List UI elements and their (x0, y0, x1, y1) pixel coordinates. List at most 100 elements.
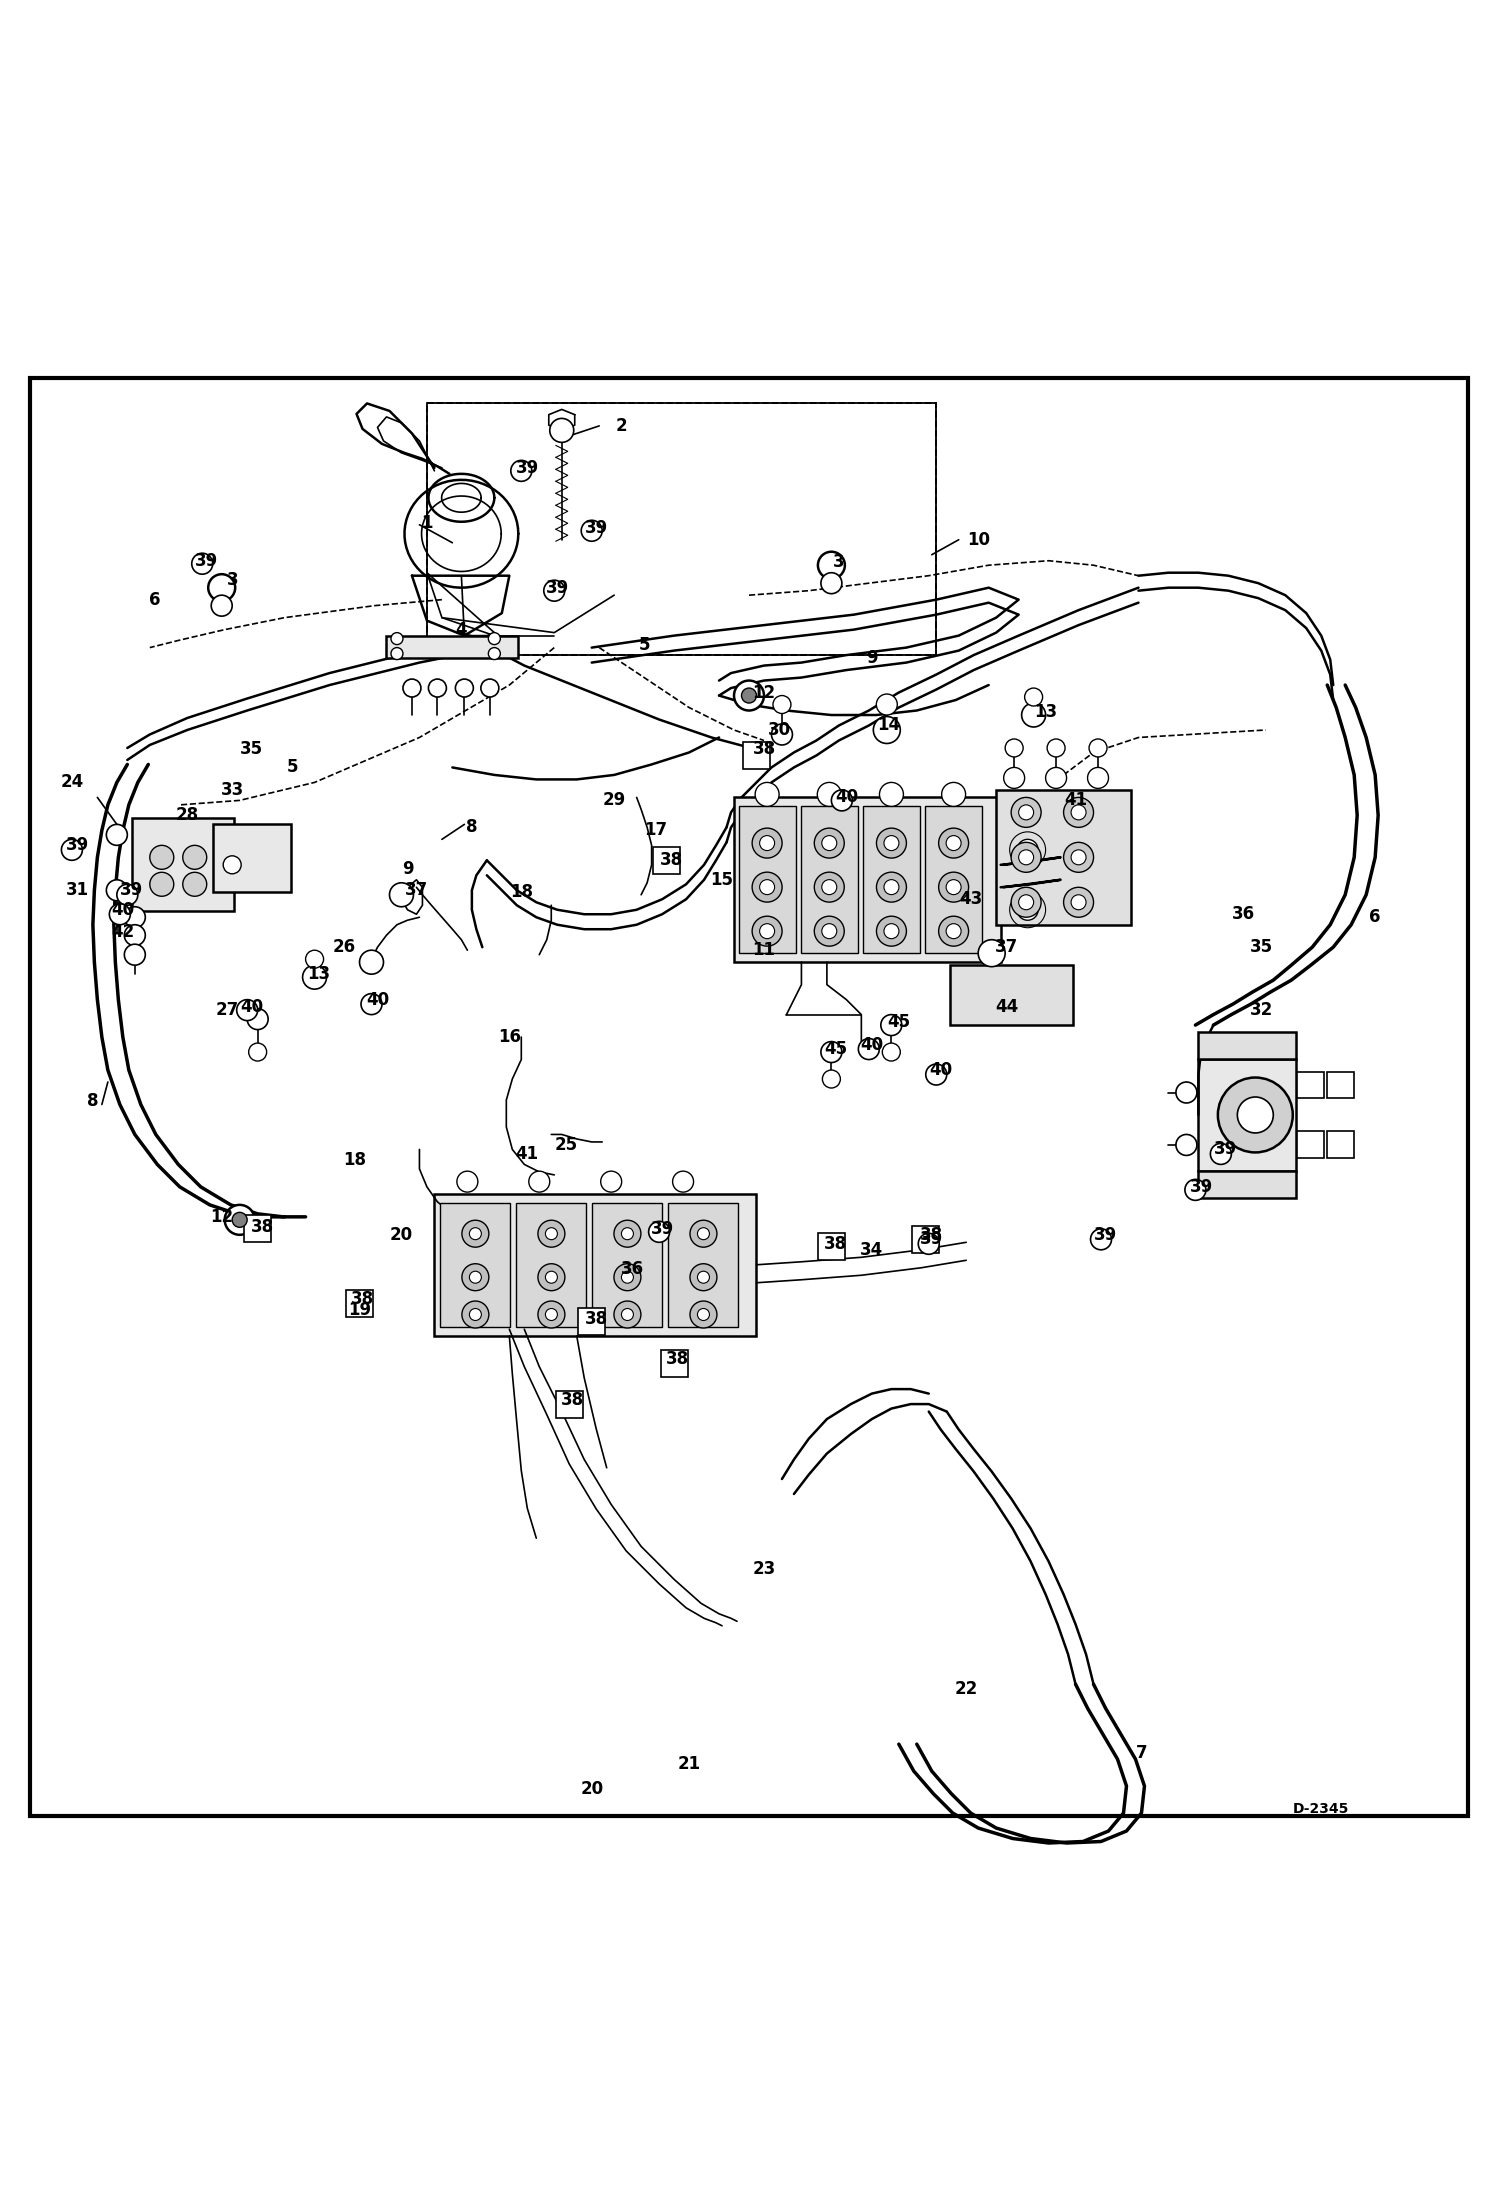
Bar (213, 825, 291, 891)
Circle shape (622, 1229, 634, 1240)
Bar (1198, 1060, 1296, 1172)
Text: 3: 3 (226, 570, 238, 590)
Circle shape (818, 783, 842, 807)
Text: 25: 25 (554, 1136, 578, 1154)
Circle shape (1071, 895, 1086, 911)
Circle shape (926, 1064, 947, 1086)
Circle shape (873, 717, 900, 744)
Circle shape (545, 1229, 557, 1240)
Text: 37: 37 (404, 882, 428, 900)
Text: 32: 32 (1249, 1000, 1273, 1020)
Circle shape (150, 845, 174, 869)
Bar (386, 636, 518, 658)
Text: 40: 40 (929, 1062, 953, 1079)
Circle shape (698, 1308, 710, 1321)
Circle shape (581, 520, 602, 542)
Circle shape (1019, 895, 1034, 911)
Text: 17: 17 (644, 821, 668, 840)
Bar (739, 807, 795, 952)
Text: 43: 43 (959, 891, 983, 908)
Circle shape (822, 836, 837, 851)
Text: 13: 13 (307, 965, 331, 983)
Circle shape (106, 880, 127, 902)
Text: 37: 37 (995, 939, 1019, 957)
Circle shape (947, 924, 962, 939)
Text: 18: 18 (343, 1152, 367, 1169)
Circle shape (225, 1205, 255, 1235)
Circle shape (511, 461, 532, 480)
Circle shape (1046, 768, 1067, 788)
Circle shape (106, 825, 127, 845)
Circle shape (403, 680, 421, 698)
Text: 39: 39 (1213, 1141, 1237, 1158)
Circle shape (759, 880, 774, 895)
Circle shape (1088, 768, 1109, 788)
Circle shape (391, 647, 403, 660)
Circle shape (818, 551, 845, 579)
Circle shape (389, 882, 413, 906)
Circle shape (822, 924, 837, 939)
Text: 1: 1 (421, 513, 433, 533)
Circle shape (1237, 1097, 1273, 1132)
Bar (440, 1202, 511, 1327)
Circle shape (124, 924, 145, 946)
Circle shape (698, 1270, 710, 1283)
Text: 12: 12 (752, 685, 776, 702)
Circle shape (488, 647, 500, 660)
Circle shape (691, 1301, 718, 1327)
Circle shape (124, 906, 145, 928)
Bar (1297, 1132, 1324, 1158)
Circle shape (752, 873, 782, 902)
Text: 40: 40 (240, 998, 264, 1016)
Text: 39: 39 (195, 551, 219, 570)
Text: 3: 3 (833, 553, 845, 570)
Circle shape (1005, 739, 1023, 757)
Bar (863, 807, 920, 952)
Circle shape (752, 917, 782, 946)
Bar (434, 1194, 756, 1336)
Circle shape (529, 1172, 550, 1191)
Text: 45: 45 (887, 1014, 911, 1031)
Bar (653, 847, 680, 873)
Text: 39: 39 (1094, 1226, 1118, 1244)
Circle shape (1004, 768, 1025, 788)
Text: 18: 18 (509, 882, 533, 902)
Circle shape (622, 1308, 634, 1321)
Circle shape (1071, 805, 1086, 821)
Circle shape (1025, 689, 1043, 706)
Circle shape (947, 836, 962, 851)
Text: 34: 34 (860, 1242, 884, 1259)
Circle shape (698, 1229, 710, 1240)
Circle shape (461, 1301, 488, 1327)
Circle shape (614, 1301, 641, 1327)
Text: 39: 39 (584, 518, 608, 538)
Circle shape (939, 827, 969, 858)
Bar (661, 1349, 688, 1378)
Bar (427, 404, 936, 656)
Circle shape (538, 1220, 565, 1246)
Circle shape (306, 950, 324, 968)
Bar (244, 1215, 271, 1242)
Circle shape (550, 419, 574, 443)
Text: 35: 35 (1249, 939, 1273, 957)
Circle shape (455, 680, 473, 698)
Circle shape (815, 827, 845, 858)
Circle shape (361, 994, 382, 1014)
Text: 38: 38 (250, 1218, 274, 1237)
Text: 39: 39 (120, 882, 144, 900)
Circle shape (1064, 886, 1094, 917)
Circle shape (947, 880, 962, 895)
Circle shape (469, 1308, 481, 1321)
Circle shape (360, 950, 383, 974)
Text: 2: 2 (616, 417, 628, 434)
Circle shape (649, 1222, 670, 1242)
Text: 11: 11 (752, 941, 776, 959)
Circle shape (821, 573, 842, 595)
Circle shape (759, 836, 774, 851)
Circle shape (614, 1264, 641, 1290)
Circle shape (538, 1301, 565, 1327)
Circle shape (734, 680, 764, 711)
Text: 31: 31 (66, 882, 90, 900)
Circle shape (545, 1270, 557, 1283)
Circle shape (691, 1220, 718, 1246)
